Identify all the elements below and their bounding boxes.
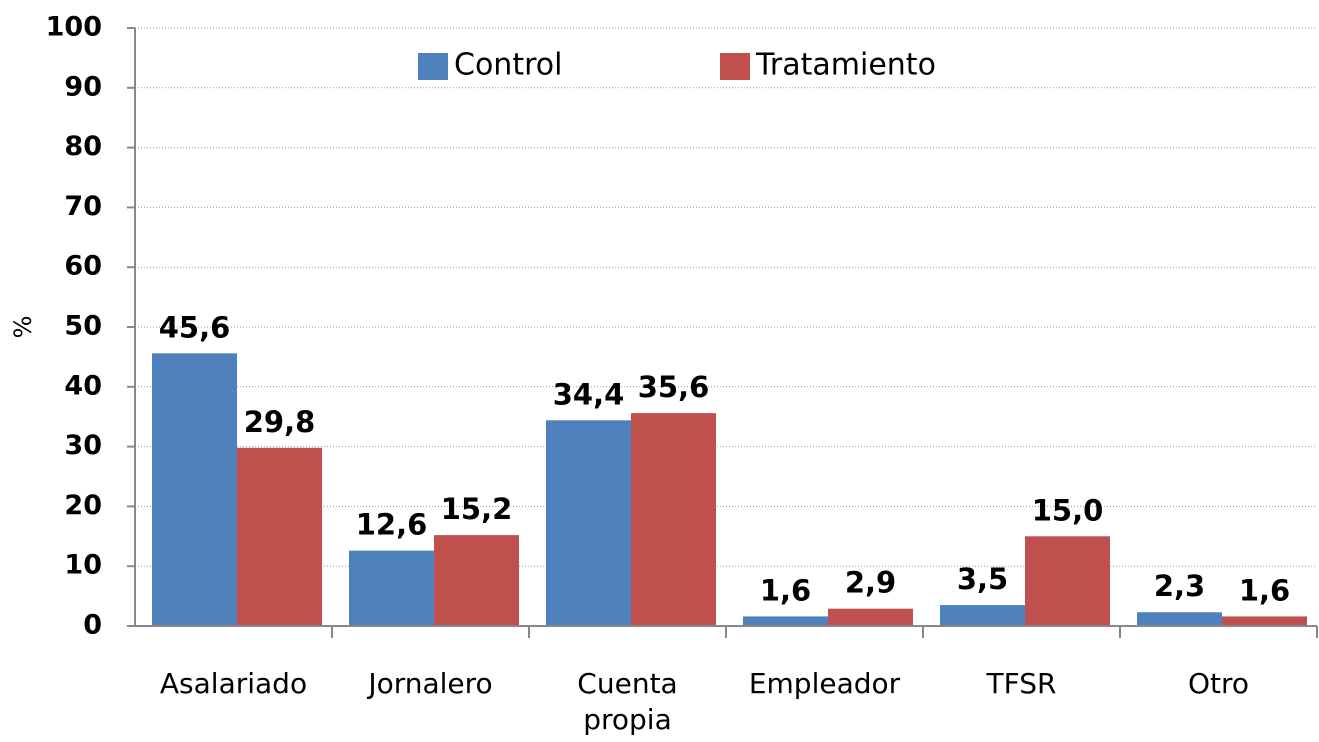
data-label: 2,3	[1154, 569, 1205, 603]
bar	[152, 353, 237, 626]
bar	[631, 413, 716, 626]
bar	[434, 535, 519, 626]
x-tick-label: Asalariado	[159, 667, 308, 700]
y-tick-label: 40	[64, 370, 102, 401]
y-tick-label: 0	[83, 610, 102, 641]
bar	[828, 608, 913, 626]
data-label: 45,6	[159, 310, 231, 344]
y-tick-label: 90	[64, 71, 102, 102]
y-tick-label: 50	[64, 311, 102, 342]
y-tick-label: 30	[64, 430, 102, 461]
data-label: 3,5	[957, 562, 1008, 596]
y-tick-label: 20	[64, 490, 102, 521]
data-label: 29,8	[244, 405, 316, 439]
data-label: 15,2	[441, 492, 513, 526]
data-label: 12,6	[356, 508, 428, 542]
data-label: 34,4	[553, 377, 625, 411]
data-label: 1,6	[1239, 573, 1290, 607]
y-tick-label: 10	[64, 550, 102, 581]
y-tick-label: 60	[64, 251, 102, 282]
data-label: 35,6	[638, 370, 710, 404]
data-label: 15,0	[1032, 493, 1104, 527]
bar	[940, 605, 1025, 626]
data-label: 1,6	[760, 573, 811, 607]
x-tick-label: Empleador	[748, 667, 901, 700]
y-tick-label: 80	[64, 131, 102, 162]
legend-swatch	[720, 53, 750, 80]
x-tick-label: Otro	[1187, 667, 1250, 700]
y-axis-label: %	[9, 316, 37, 339]
bar	[237, 447, 322, 626]
x-tick-label: Jornalero	[368, 667, 493, 700]
legend-label: Control	[454, 48, 562, 83]
x-tick-label: TFSR	[986, 667, 1057, 700]
bar	[1222, 616, 1307, 626]
bar	[546, 420, 631, 626]
bar	[349, 550, 434, 626]
y-tick-label: 100	[46, 12, 102, 43]
y-tick-label: 70	[64, 191, 102, 222]
legend-label: Tratamiento	[755, 48, 936, 83]
legend-swatch	[418, 53, 448, 80]
bar	[743, 616, 828, 626]
x-tick-label: Cuenta propia	[577, 667, 678, 736]
bar	[1137, 612, 1222, 626]
data-label: 2,9	[845, 566, 896, 600]
bar	[1025, 536, 1110, 626]
